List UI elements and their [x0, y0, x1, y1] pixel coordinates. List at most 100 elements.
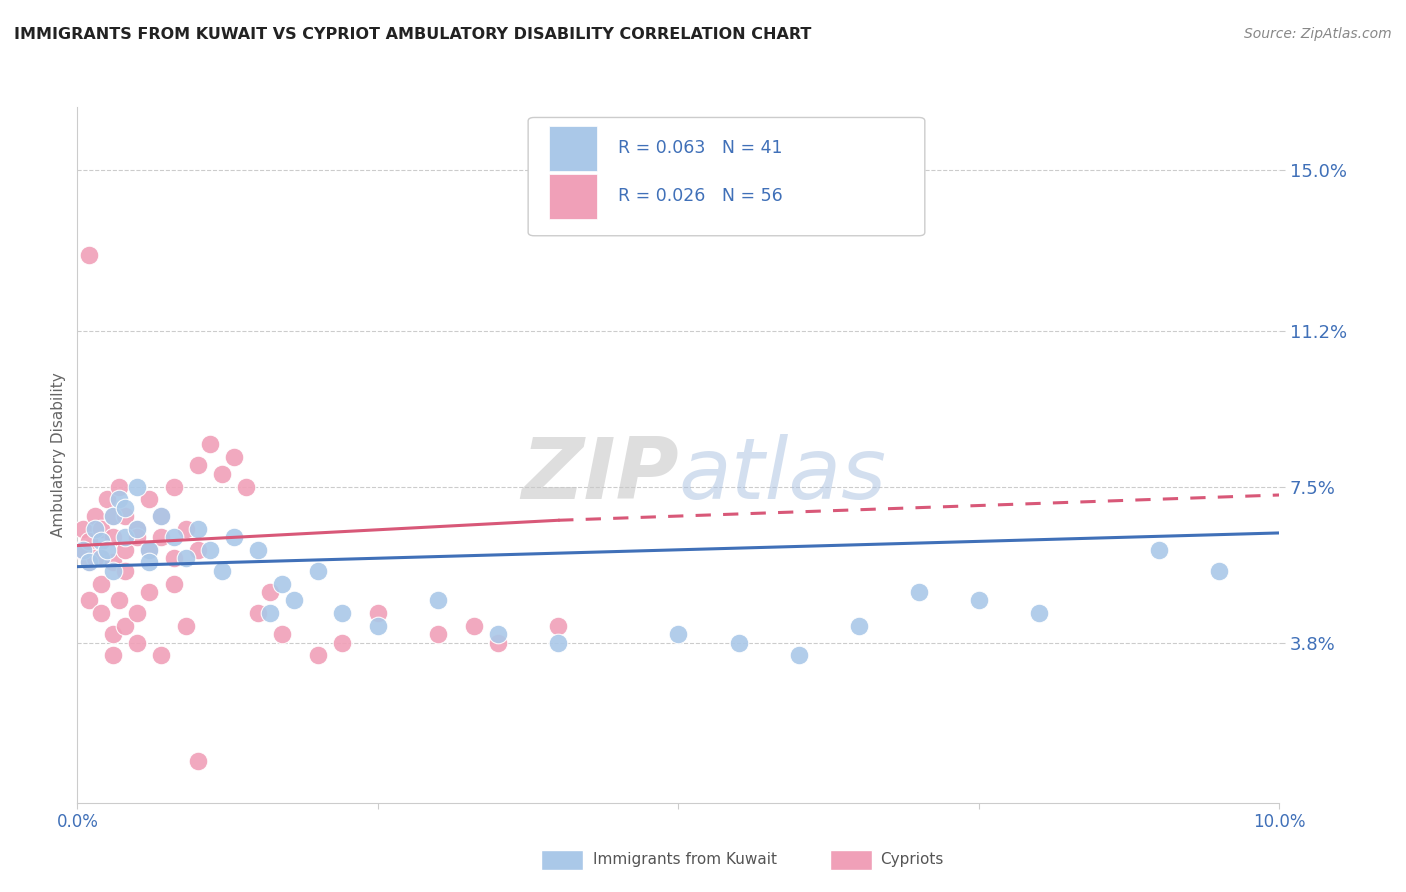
Point	[138, 542, 160, 557]
Point	[1028, 606, 1050, 620]
Point	[162, 576, 184, 591]
Point	[787, 648, 810, 663]
Point	[103, 530, 125, 544]
Point	[103, 648, 125, 663]
Point	[138, 585, 160, 599]
Point	[211, 467, 233, 481]
Point	[967, 593, 990, 607]
Point	[235, 479, 257, 493]
Point	[108, 593, 131, 607]
Point	[174, 551, 197, 566]
Point	[259, 585, 281, 599]
Point	[127, 530, 149, 544]
Point	[103, 627, 125, 641]
Point	[127, 522, 149, 536]
Point	[307, 648, 329, 663]
Point	[114, 509, 136, 524]
Point	[270, 627, 292, 641]
Point	[150, 648, 173, 663]
Point	[427, 593, 450, 607]
Point	[96, 542, 118, 557]
Point	[84, 522, 107, 536]
Point	[848, 618, 870, 632]
Text: Source: ZipAtlas.com: Source: ZipAtlas.com	[1244, 27, 1392, 41]
Point	[162, 479, 184, 493]
Text: IMMIGRANTS FROM KUWAIT VS CYPRIOT AMBULATORY DISABILITY CORRELATION CHART: IMMIGRANTS FROM KUWAIT VS CYPRIOT AMBULA…	[14, 27, 811, 42]
Point	[486, 627, 509, 641]
Point	[330, 606, 353, 620]
Point	[198, 437, 221, 451]
Point	[70, 542, 93, 557]
Point	[150, 509, 173, 524]
Point	[174, 522, 197, 536]
Point	[127, 606, 149, 620]
Point	[90, 551, 112, 566]
Point	[367, 606, 389, 620]
Point	[186, 522, 209, 536]
Text: Immigrants from Kuwait: Immigrants from Kuwait	[593, 853, 778, 867]
Point	[72, 522, 94, 536]
Point	[150, 530, 173, 544]
Point	[186, 754, 209, 768]
Point	[138, 492, 160, 507]
Point	[114, 564, 136, 578]
Bar	[548, 174, 596, 219]
Point	[367, 618, 389, 632]
Point	[246, 606, 269, 620]
Point	[90, 606, 112, 620]
Point	[138, 542, 160, 557]
Point	[90, 534, 112, 549]
Point	[103, 509, 125, 524]
Point	[222, 450, 245, 464]
Point	[283, 593, 305, 607]
Point	[114, 618, 136, 632]
Point	[186, 458, 209, 473]
Point	[1208, 564, 1230, 578]
Text: R = 0.063   N = 41: R = 0.063 N = 41	[619, 139, 783, 157]
Point	[150, 509, 173, 524]
Point	[79, 556, 101, 570]
FancyBboxPatch shape	[529, 118, 925, 235]
Point	[79, 556, 101, 570]
Point	[84, 551, 107, 566]
Point	[114, 530, 136, 544]
Y-axis label: Ambulatory Disability: Ambulatory Disability	[51, 373, 66, 537]
Point	[138, 556, 160, 570]
Point	[198, 542, 221, 557]
Point	[108, 479, 131, 493]
Point	[463, 618, 485, 632]
Point	[90, 576, 112, 591]
Point	[114, 500, 136, 515]
Point	[270, 576, 292, 591]
Point	[668, 627, 690, 641]
Point	[222, 530, 245, 544]
Point	[211, 564, 233, 578]
Point	[174, 618, 197, 632]
Bar	[548, 126, 596, 171]
Text: R = 0.026   N = 56: R = 0.026 N = 56	[619, 187, 783, 205]
Point	[79, 247, 101, 261]
Point	[96, 492, 118, 507]
Point	[90, 522, 112, 536]
Text: Cypriots: Cypriots	[880, 853, 943, 867]
Text: ZIP: ZIP	[520, 434, 679, 517]
Point	[162, 530, 184, 544]
Point	[127, 522, 149, 536]
Point	[114, 542, 136, 557]
Point	[127, 635, 149, 649]
Text: atlas: atlas	[679, 434, 886, 517]
Point	[727, 635, 749, 649]
Point	[186, 542, 209, 557]
Point	[259, 606, 281, 620]
Point	[427, 627, 450, 641]
Point	[1149, 542, 1171, 557]
Point	[486, 635, 509, 649]
Point	[103, 556, 125, 570]
Point	[330, 635, 353, 649]
Point	[127, 479, 149, 493]
Point	[547, 618, 569, 632]
Point	[246, 542, 269, 557]
Point	[307, 564, 329, 578]
Point	[908, 585, 931, 599]
Point	[103, 564, 125, 578]
